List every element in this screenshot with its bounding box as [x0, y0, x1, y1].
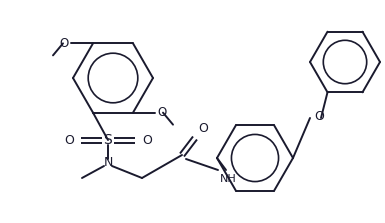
Text: S: S	[104, 133, 112, 147]
Text: O: O	[60, 37, 69, 50]
Text: O: O	[157, 106, 166, 119]
Text: O: O	[198, 122, 208, 135]
Text: O: O	[314, 109, 324, 122]
Text: O: O	[64, 134, 74, 147]
Text: N: N	[103, 157, 113, 169]
Text: NH: NH	[220, 174, 237, 184]
Text: O: O	[142, 134, 152, 147]
